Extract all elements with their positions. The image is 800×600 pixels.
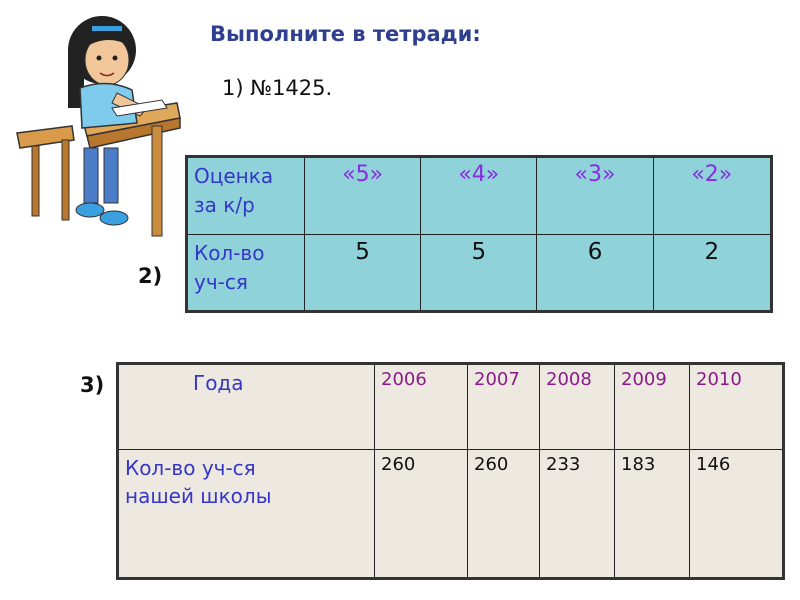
row-label-line2: нашей школы <box>125 484 272 508</box>
grade-cell: «3» <box>536 156 654 235</box>
table-row: Кол-во уч-ся 5 5 6 2 <box>186 233 773 312</box>
task-3-label: 3) <box>80 373 105 397</box>
year-cell: 2007 <box>467 363 540 450</box>
grades-table: Оценка за к/р «5» «4» «3» «2» Кол-во уч-… <box>185 155 773 313</box>
count-cell: 183 <box>614 449 690 579</box>
count-cell: 5 <box>303 233 422 312</box>
header-label-line2: за к/р <box>194 193 255 217</box>
row-label-line2: уч-ся <box>194 269 248 294</box>
header-label-line1: Оценка <box>194 164 274 188</box>
row-label-cell: Кол-во уч-ся <box>186 233 305 312</box>
count-cell: 260 <box>374 449 468 579</box>
count-cell: 233 <box>539 449 615 579</box>
count-cell: 2 <box>652 233 773 312</box>
count-cell: 6 <box>536 233 654 312</box>
grade-cell: «2» <box>652 156 773 235</box>
year-cell: 2010 <box>689 363 784 450</box>
table-row: Кол-во уч-ся нашей школы 260 260 233 183… <box>117 449 784 579</box>
page-title: Выполните в тетради: <box>210 22 481 46</box>
count-cell: 5 <box>420 233 538 312</box>
grade-cell: «5» <box>303 156 422 235</box>
row-label-line1: Кол-во <box>194 240 265 265</box>
grade-cell: «4» <box>420 156 538 235</box>
task-1: 1) №1425. <box>222 76 333 100</box>
task-2-label: 2) <box>138 264 163 288</box>
table-row: Года 2006 2007 2008 2009 2010 <box>117 363 784 450</box>
table-row: Оценка за к/р «5» «4» «3» «2» <box>186 156 773 235</box>
count-cell: 260 <box>467 449 540 579</box>
year-cell: 2008 <box>539 363 615 450</box>
row-label-line1: Кол-во уч-ся <box>125 456 256 480</box>
year-cell: 2009 <box>614 363 690 450</box>
count-cell: 146 <box>689 449 784 579</box>
year-cell: 2006 <box>374 363 468 450</box>
row-label-cell: Кол-во уч-ся нашей школы <box>117 449 375 579</box>
girl-at-desk-illustration <box>16 16 181 237</box>
header-label-cell: Оценка за к/р <box>186 156 305 235</box>
header-label-cell: Года <box>117 363 375 450</box>
school-students-table: Года 2006 2007 2008 2009 2010 Кол-во уч-… <box>116 362 785 580</box>
